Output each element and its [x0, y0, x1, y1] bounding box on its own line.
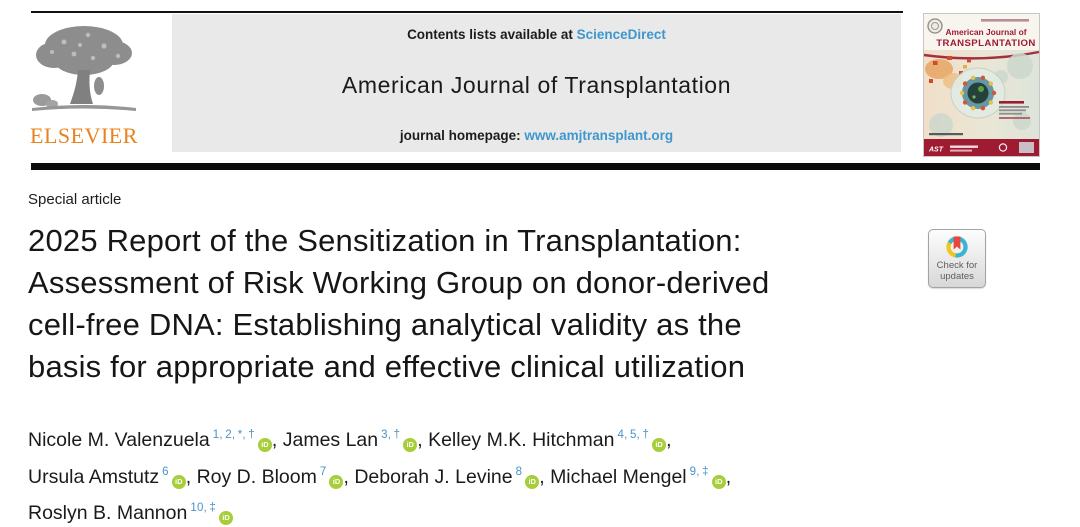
orcid-icon[interactable]: iD [652, 438, 667, 452]
article-title-line: cell-free DNA: Establishing analytical v… [28, 307, 742, 342]
author-affiliation-sup: 3, † [381, 429, 401, 441]
author-line-1: Nicole M. Valenzuela 1, 2, *, †iD, James … [28, 424, 948, 461]
author: Kelley M.K. Hitchman 4, 5, †iD, [428, 429, 672, 452]
author: Deborah J. Levine 8iD, [354, 465, 551, 489]
journal-cover-thumbnail: American Journal of TRANSPLANTATION [923, 13, 1040, 157]
check-for-updates-badge[interactable]: Check for updates [928, 229, 986, 288]
author-list: Nicole M. Valenzuela 1, 2, *, †iD, James … [28, 424, 948, 527]
check-updates-label: Check for updates [936, 260, 978, 282]
cover-title-line1: American Journal of [946, 27, 1027, 37]
author-affiliation-sup: 8 [515, 465, 523, 478]
author: Ursula Amstutz 6iD, [28, 465, 197, 489]
orcid-icon[interactable]: iD [257, 438, 272, 452]
contents-prefix: Contents lists available at [407, 27, 577, 42]
author: Nicole M. Valenzuela 1, 2, *, †iD, [28, 429, 283, 452]
cover-title-line2: TRANSPLANTATION [936, 38, 1035, 49]
top-rule [31, 11, 903, 13]
author-line-3: Roslyn B. Mannon 10, ‡iD [28, 497, 948, 527]
orcid-icon[interactable]: iD [403, 438, 418, 452]
cover-ast-logo: AST [928, 147, 944, 154]
author-affiliation-sup: 6 [162, 465, 169, 478]
tree-trunk [70, 70, 93, 104]
homepage-prefix: journal homepage: [399, 128, 525, 143]
author-affiliation-sup: 1, 2, *, † [212, 429, 255, 441]
journal-title: American Journal of Transplantation [341, 72, 732, 98]
author-affiliation-sup: 10, ‡ [190, 502, 217, 514]
crossmark-icon [946, 236, 968, 258]
bookmark-icon [953, 236, 961, 250]
article-title: 2025 Report of the Sensitization in Tran… [28, 220, 918, 388]
header-divider [31, 163, 1040, 170]
elsevier-logo: ELSEVIER [26, 20, 142, 152]
elsevier-wordmark: ELSEVIER [30, 123, 138, 148]
article-type-label: Special article [28, 191, 122, 208]
orcid-icon[interactable]: iD [525, 474, 540, 489]
journal-header-band: Contents lists available at ScienceDirec… [172, 14, 901, 152]
author: Roslyn B. Mannon 10, ‡iD [28, 502, 234, 525]
author: Roy D. Bloom 7iD, [196, 465, 355, 489]
journal-cover-illustration: American Journal of TRANSPLANTATION [923, 13, 1040, 157]
journal-homepage-link[interactable]: www.amjtransplant.org [524, 128, 674, 143]
article-title-line: Assessment of Risk Working Group on dono… [28, 265, 770, 300]
contents-line: Contents lists available at ScienceDirec… [172, 27, 901, 42]
author: Michael Mengel 9, ‡iD, [550, 465, 732, 489]
author-line-2: Ursula Amstutz 6iD, Roy D. Bloom 7iD, Debo… [28, 461, 948, 498]
elsevier-tree-icon [32, 26, 136, 111]
orcid-icon[interactable]: iD [711, 474, 726, 489]
article-title-line: 2025 Report of the Sensitization in Tran… [28, 223, 742, 258]
cover-emblem [927, 18, 943, 34]
article-title-line: basis for appropriate and effective clin… [28, 349, 746, 384]
author-affiliation-sup: 7 [319, 465, 327, 478]
author: James Lan 3, †iD, [282, 429, 429, 452]
author-affiliation-sup: 4, 5, † [617, 429, 650, 441]
author-affiliation-sup: 9, ‡ [689, 465, 709, 478]
orcid-icon[interactable]: iD [219, 511, 234, 525]
orcid-icon[interactable]: iD [329, 474, 344, 489]
homepage-line: journal homepage: www.amjtransplant.org [172, 128, 901, 143]
cover-bottom-band [924, 139, 1039, 156]
cover-issue-text [981, 19, 1029, 22]
cover-contents-text [999, 101, 1030, 119]
orcid-icon[interactable]: iD [171, 474, 186, 489]
sciencedirect-link[interactable]: ScienceDirect [576, 27, 666, 42]
